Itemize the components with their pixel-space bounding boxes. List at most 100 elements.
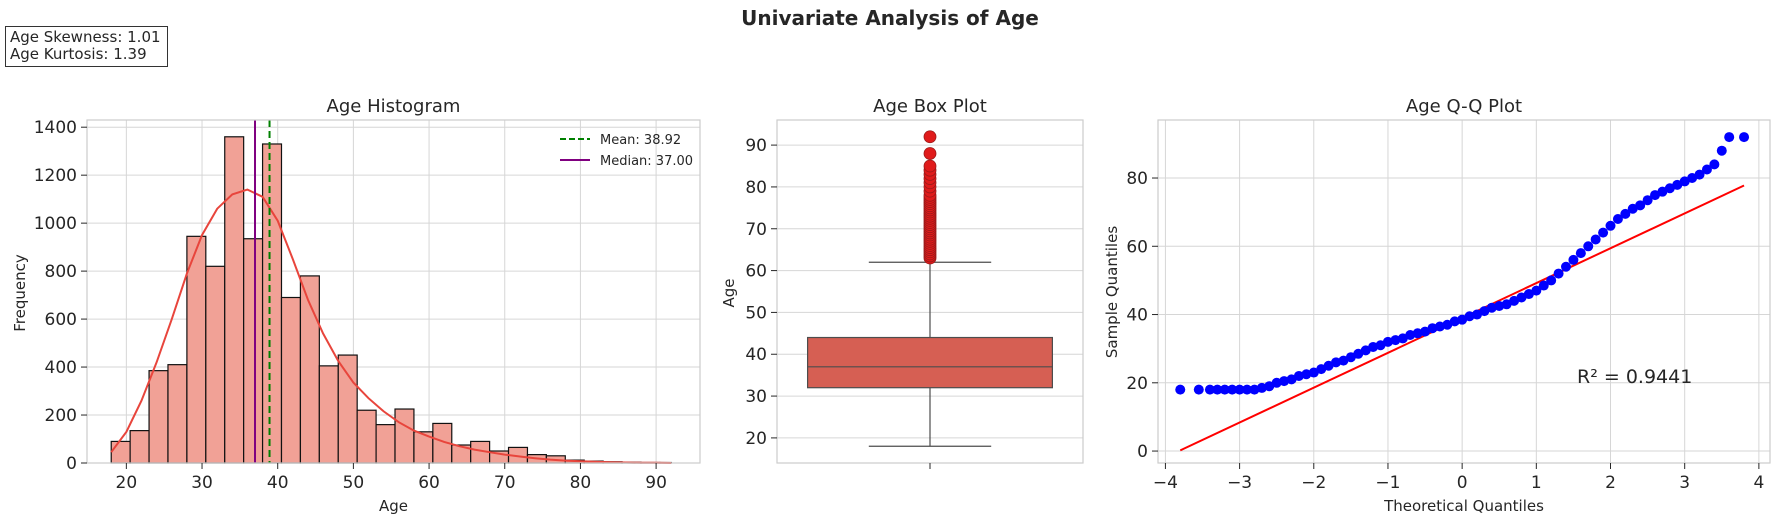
qq-ytick-label: 80 [1126,169,1148,189]
qq-ylabel: Sample Quantiles [1103,226,1121,358]
boxplot-ticks: 20 30 40 50 60 70 80 90 [745,136,931,469]
qq-point [1234,384,1245,395]
qq-point [1531,285,1542,296]
histogram-bar [205,265,226,464]
qq-ytick-label: 20 [1126,374,1148,394]
histogram-ytick-label: 1400 [34,118,77,138]
skewness-text: Age Skewness: 1.01 [10,28,161,46]
histogram-xlabel: Age [379,497,408,515]
qq-xtick-label: −2 [1301,473,1326,493]
qq-point [1219,384,1230,395]
boxplot-ytick-label: 60 [745,262,767,282]
stats-box: Age Skewness: 1.01 Age Kurtosis: 1.39 [5,26,168,67]
histogram-ytick-label: 1000 [34,214,77,234]
histogram-xtick-label: 80 [570,473,592,493]
qq-ytick-label: 0 [1137,442,1148,462]
histogram-bar [375,424,396,464]
boxplot-outlier [923,159,937,173]
qq-ytick-label: 60 [1126,237,1148,257]
qq-xtick-label: 1 [1531,473,1542,493]
qq-point [1568,254,1579,265]
qq-point [1516,292,1527,303]
qq-point [1360,345,1371,356]
qq-ytick-label: 40 [1126,306,1148,326]
histogram-bar [243,238,264,464]
qq-point [1175,384,1186,395]
qq-annotation: R² = 0.9441 [1577,366,1692,388]
qq-title: Age Q-Q Plot [1406,96,1522,117]
histogram-bar [110,440,131,464]
boxplot-ytick-label: 50 [745,303,767,323]
histogram-xtick-label: 20 [116,473,138,493]
qq-point [1642,195,1653,206]
qq-xtick-label: 0 [1457,473,1468,493]
histogram-bar [394,408,415,464]
histogram-ytick-label: 800 [45,262,77,282]
qq-point [1457,314,1468,325]
qq-point [1212,384,1223,395]
qq-point [1345,352,1356,363]
histogram-bar [186,235,207,464]
qq-point [1546,275,1557,286]
qq-point [1687,173,1698,184]
histogram-bar [129,430,150,464]
qq-point [1561,261,1571,272]
qq-point [1627,203,1638,214]
qq-point [1709,159,1720,170]
histogram-bar [261,143,283,464]
qq-point [1308,367,1319,378]
qq-point [1420,326,1431,337]
qq-point [1724,132,1735,143]
histogram-bar [167,364,188,464]
qq-point [1538,280,1549,291]
qq-point [1338,355,1349,366]
histogram-xtick-label: 90 [645,473,667,493]
boxplot-box [806,336,1053,389]
figure-title: Univariate Analysis of Age [741,6,1039,30]
qq-point [1657,186,1668,197]
qq-point [1620,208,1631,219]
qq-point [1264,381,1275,392]
histogram-bar [318,365,339,464]
qq-point [1193,384,1204,395]
histogram-bar [224,136,245,464]
histogram-ticks: 20 30 40 50 60 70 80 90 0 200 400 600 800 1000 1200 140… [34,118,667,493]
qq-point [1553,268,1564,279]
qq-xtick-label: −4 [1153,473,1178,493]
qq-point [1612,213,1623,224]
qq-point [1694,169,1705,180]
histogram-ytick-label: 200 [45,406,77,426]
qq-point [1353,348,1364,359]
qq-points [1175,132,1750,395]
qq-point [1442,319,1453,330]
qq-point [1716,145,1727,156]
histogram-ytick-label: 0 [66,454,77,474]
legend-median-label: Median: 37.00 [600,154,693,169]
qq-point [1316,364,1327,375]
qq-point [1323,360,1334,371]
histogram-xtick-label: 30 [191,473,213,493]
qq-grid [1158,120,1770,463]
histogram-ytick-label: 600 [45,310,77,330]
qq-xtick-label: −1 [1375,473,1400,493]
qq-point [1523,289,1534,300]
boxplot-ytick-label: 80 [745,178,767,198]
qq-frame [1157,119,1771,464]
qq-point [1701,164,1712,175]
histogram-xtick-label: 40 [267,473,289,493]
histogram-ylabel: Frequency [11,254,29,332]
qq-point [1590,234,1601,245]
qq-point [1471,309,1482,320]
histogram-frame [86,119,701,464]
boxplot-ytick-label: 20 [745,429,767,449]
boxplot-ylabel: Age [720,278,738,307]
qq-point [1375,340,1386,351]
qq-point [1509,295,1520,306]
qq-point [1227,384,1238,395]
boxplot-outlier [923,130,937,144]
qq-point [1479,306,1490,317]
histogram-xtick-label: 60 [418,473,440,493]
histogram-ytick-label: 400 [45,358,77,378]
